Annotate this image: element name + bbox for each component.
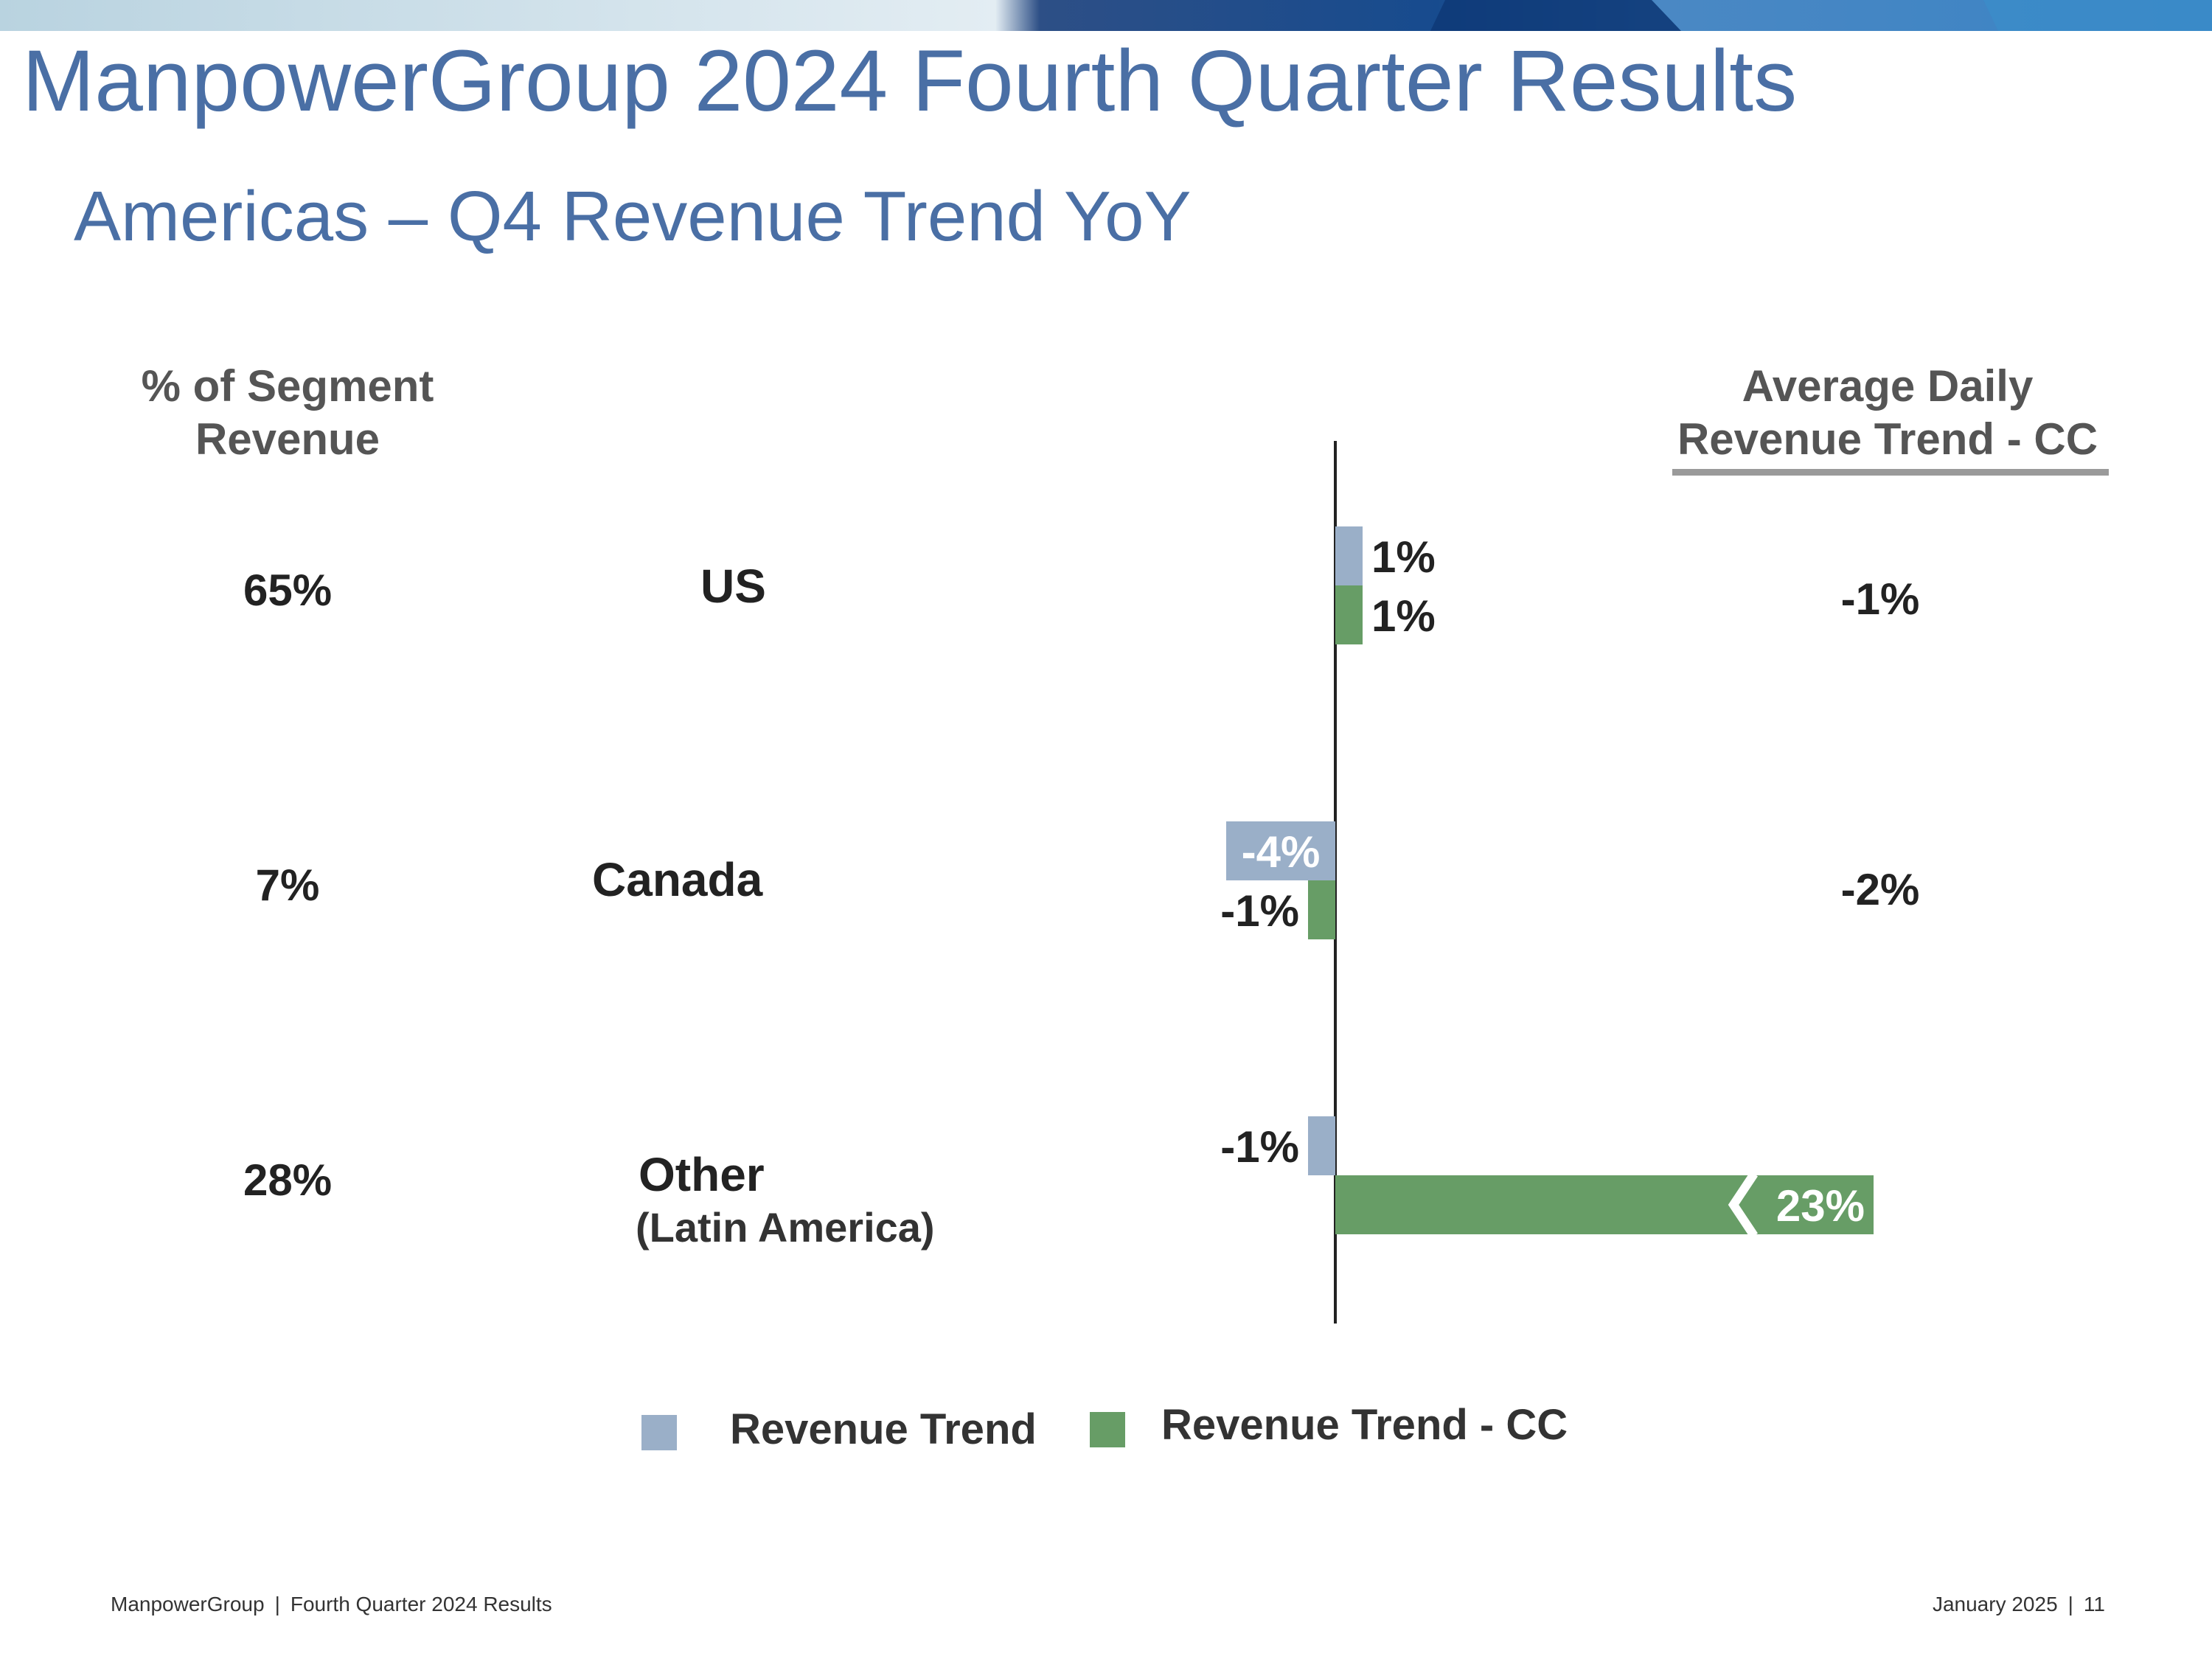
footer-company: ManpowerGroup — [111, 1593, 265, 1615]
revenue-trend-label-0: 1% — [1371, 532, 1436, 582]
revenue-trend-cc-bar-0 — [1335, 585, 1363, 644]
avg-daily-header-line1: Average Daily — [1742, 361, 2034, 411]
revenue-trend-cc-label-2: 23% — [1776, 1181, 1865, 1231]
region-label-canada: Canada — [592, 853, 763, 906]
chart-legend: Revenue Trend Revenue Trend - CC — [0, 1401, 2212, 1478]
footer-right: January 2025 | 11 — [1933, 1593, 2105, 1616]
segment-revenue-header-line2: Revenue — [195, 414, 380, 464]
page-title: ManpowerGroup 2024 Fourth Quarter Result… — [22, 32, 1798, 130]
revenue-trend-bar-1 — [1226, 821, 1335, 880]
legend-swatch-revenue-trend-cc — [1090, 1412, 1125, 1447]
region-sublabel-other: (Latin America) — [636, 1204, 935, 1251]
footer-separator: | — [274, 1593, 280, 1615]
avg-daily-us: -1% — [1840, 574, 1920, 624]
footer-document: Fourth Quarter 2024 Results — [290, 1593, 552, 1615]
legend-swatch-revenue-trend — [641, 1415, 677, 1450]
header-banner — [0, 0, 2212, 31]
revenue-trend-label-2: -1% — [1220, 1122, 1299, 1172]
revenue-trend-label-1: -4% — [1242, 827, 1321, 877]
revenue-trend-cc-label-0: 1% — [1371, 591, 1436, 641]
revenue-trend-bar-0 — [1335, 526, 1363, 585]
footer-left: ManpowerGroup | Fourth Quarter 2024 Result… — [111, 1593, 552, 1616]
region-label-us: US — [700, 560, 766, 613]
segment-revenue-header: % of Segment Revenue — [103, 360, 472, 466]
page-subtitle: Americas – Q4 Revenue Trend YoY — [74, 177, 1192, 256]
segment-pct-canada: 7% — [255, 860, 320, 910]
revenue-trend-cc-bar-2 — [1335, 1175, 1874, 1234]
revenue-trend-cc-label-1: -1% — [1220, 886, 1299, 936]
legend-label-revenue-trend-cc: Revenue Trend - CC — [1161, 1401, 1568, 1449]
segment-pct-other: 28% — [243, 1155, 333, 1205]
avg-daily-header-underline — [1672, 469, 2109, 476]
legend-label-revenue-trend: Revenue Trend — [730, 1405, 1037, 1453]
segment-pct-us: 65% — [243, 566, 333, 615]
region-label-other: Other — [639, 1148, 765, 1201]
revenue-trend-bar-2 — [1308, 1116, 1335, 1175]
avg-daily-header: Average Daily Revenue Trend - CC — [1666, 360, 2109, 466]
segment-revenue-header-line1: % of Segment — [141, 361, 434, 411]
footer-date: January 2025 — [1932, 1593, 2058, 1615]
axis-break-icon — [1728, 1171, 1758, 1239]
revenue-trend-cc-bar-1 — [1308, 880, 1335, 939]
avg-daily-canada: -2% — [1840, 865, 1920, 914]
avg-daily-header-line2: Revenue Trend - CC — [1677, 414, 2098, 464]
footer-page-number: 11 — [2083, 1593, 2105, 1615]
footer-separator-right: | — [2067, 1593, 2073, 1615]
